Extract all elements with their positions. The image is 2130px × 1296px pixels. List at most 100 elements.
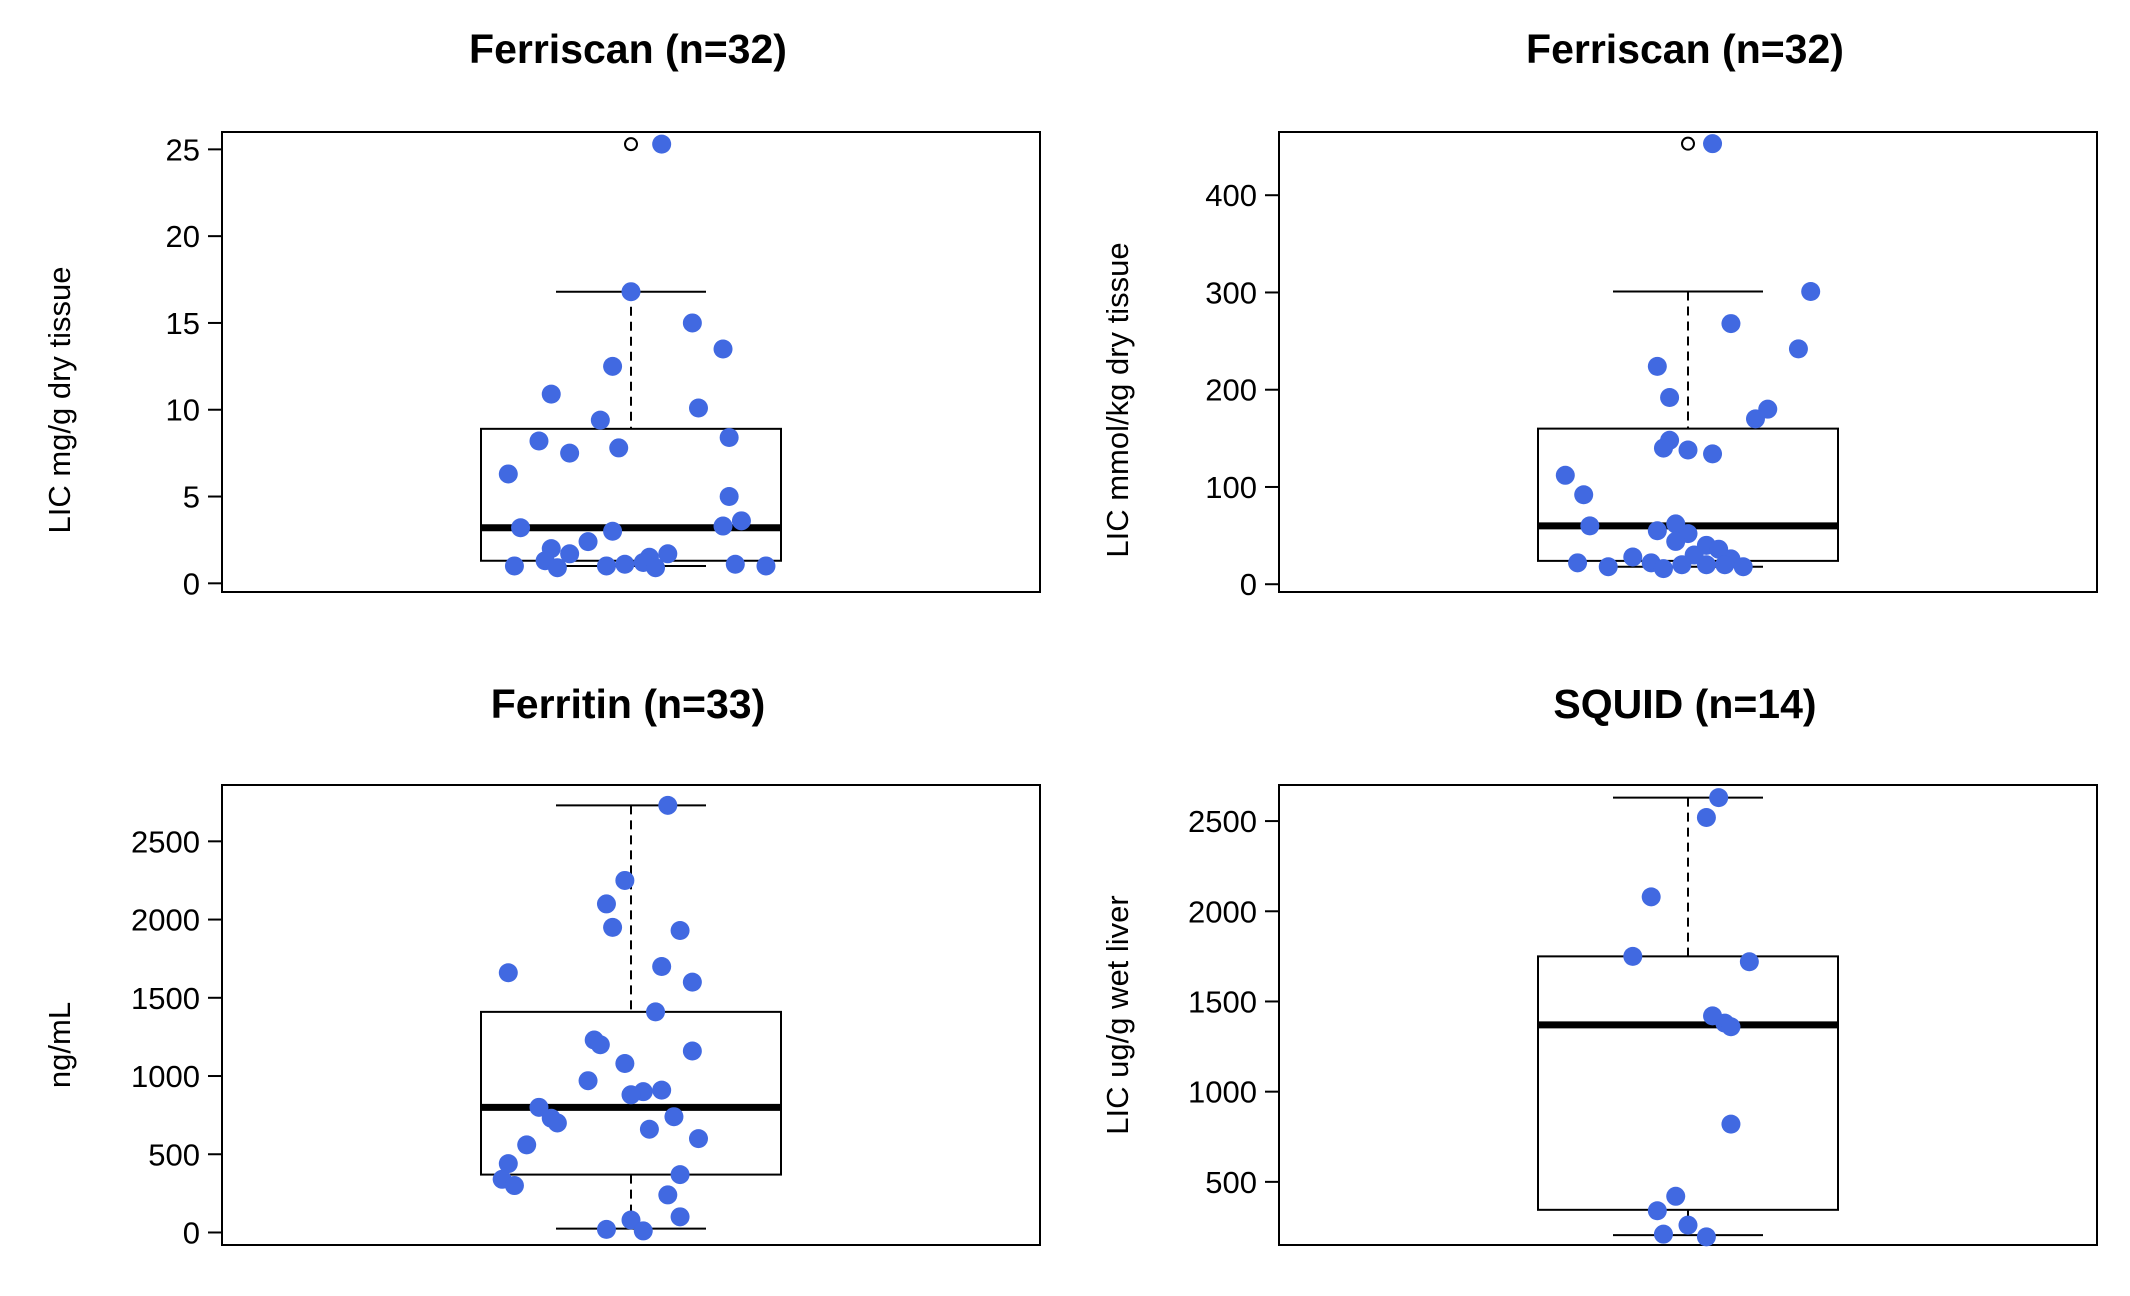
- data-point: [1678, 1215, 1698, 1235]
- panel-squid: SQUID (n=14) LIC ug/g wet liver 500 1000 1…: [1100, 681, 2098, 1247]
- data-point: [652, 1080, 672, 1100]
- data-point: [1623, 946, 1643, 966]
- y-tick-label: 500: [1205, 1165, 1257, 1200]
- data-point: [1745, 409, 1765, 429]
- data-point: [658, 795, 678, 815]
- chart-title: Ferriscan (n=32): [469, 26, 787, 72]
- y-tick-label: 0: [183, 566, 200, 601]
- data-point: [590, 1035, 610, 1055]
- outlier-marker: [624, 137, 638, 152]
- y-tick-label: 400: [1205, 178, 1257, 213]
- data-point: [1703, 444, 1723, 464]
- data-point: [498, 963, 518, 983]
- y-tick-label: 5: [183, 480, 200, 515]
- panel-ferritin: Ferritin (n=33) ng/mL 0 500 1000 1500 2000 25…: [42, 681, 1041, 1250]
- data-point: [1568, 553, 1588, 573]
- data-point: [731, 511, 751, 531]
- y-tick-label: 10: [166, 393, 200, 428]
- data-point: [670, 1165, 690, 1185]
- chart-title: SQUID (n=14): [1553, 681, 1816, 727]
- data-points: [498, 134, 776, 578]
- data-point: [609, 438, 629, 458]
- data-point: [652, 134, 672, 154]
- iqr-box: [480, 1010, 782, 1176]
- data-point: [596, 556, 616, 576]
- data-point: [511, 518, 531, 538]
- y-tick-label: 1000: [1188, 1075, 1257, 1110]
- data-point: [603, 917, 623, 937]
- panel-ferriscan-mg: Ferriscan (n=32) LIC mg/g dry tissue 0 5 1…: [42, 26, 1041, 601]
- y-tick-label: 20: [166, 219, 200, 254]
- plot-frame: [1278, 784, 2098, 1246]
- y-axis-label: LIC mmol/kg dry tissue: [1100, 242, 1135, 557]
- data-point: [719, 487, 739, 507]
- data-point: [498, 1154, 518, 1174]
- data-point: [1666, 1186, 1686, 1206]
- y-tick-label: 0: [1240, 567, 1257, 602]
- data-point: [615, 870, 635, 890]
- data-point: [1672, 555, 1692, 575]
- data-point: [547, 558, 567, 578]
- boxplot: [480, 804, 782, 1230]
- data-point: [670, 921, 690, 941]
- data-point: [596, 1219, 616, 1239]
- y-tick-label: 2000: [1188, 894, 1257, 929]
- data-point: [633, 1221, 653, 1241]
- data-point: [1733, 557, 1753, 577]
- plot-frame: [1278, 131, 2098, 593]
- data-point: [529, 1097, 549, 1117]
- y-tick-label: 1500: [1188, 984, 1257, 1019]
- data-point: [658, 1185, 678, 1205]
- data-point: [1788, 339, 1808, 359]
- y-tick-label: 0: [183, 1215, 200, 1250]
- data-point: [688, 1129, 708, 1149]
- data-point: [504, 556, 524, 576]
- data-point: [603, 356, 623, 376]
- boxplot: [1537, 796, 1839, 1237]
- data-point: [682, 1041, 702, 1061]
- data-point: [596, 894, 616, 914]
- data-point: [541, 384, 561, 404]
- data-point: [621, 282, 641, 302]
- y-axis-label: LIC ug/g wet liver: [1100, 895, 1135, 1135]
- data-point: [560, 443, 580, 463]
- y-tick-label: 2500: [1188, 804, 1257, 839]
- data-point: [1660, 387, 1680, 407]
- data-point: [1696, 807, 1716, 827]
- data-point: [1696, 555, 1716, 575]
- y-tick-label: 2500: [131, 824, 200, 859]
- plot-frame: [221, 784, 1041, 1246]
- data-point: [719, 428, 739, 448]
- data-point: [590, 410, 610, 430]
- data-point: [725, 554, 745, 574]
- data-point: [652, 956, 672, 976]
- data-point: [1721, 1017, 1741, 1037]
- data-points: [1623, 788, 1759, 1247]
- data-point: [1623, 547, 1643, 567]
- data-point: [682, 972, 702, 992]
- data-point: [615, 554, 635, 574]
- data-point: [1666, 531, 1686, 551]
- data-point: [713, 516, 733, 536]
- data-point: [498, 464, 518, 484]
- data-point: [1721, 1114, 1741, 1134]
- data-point: [1703, 134, 1723, 154]
- data-point: [1653, 438, 1673, 458]
- data-point: [1574, 485, 1594, 505]
- iqr-box: [1537, 955, 1839, 1211]
- data-point: [1647, 356, 1667, 376]
- data-points: [1555, 134, 1821, 579]
- y-tick-label: 500: [148, 1137, 200, 1172]
- plot-frame: [221, 131, 1041, 593]
- y-tick-label: 2000: [131, 903, 200, 938]
- data-point: [1678, 440, 1698, 460]
- data-point: [1715, 555, 1735, 575]
- data-point: [1739, 952, 1759, 972]
- y-tick-label: 15: [166, 306, 200, 341]
- data-point: [664, 1107, 684, 1127]
- y-ticks: 500 1000 1500 2000 2500: [1188, 804, 1279, 1200]
- data-point: [547, 1113, 567, 1133]
- data-point: [621, 1085, 641, 1105]
- y-axis-label: LIC mg/g dry tissue: [42, 266, 77, 533]
